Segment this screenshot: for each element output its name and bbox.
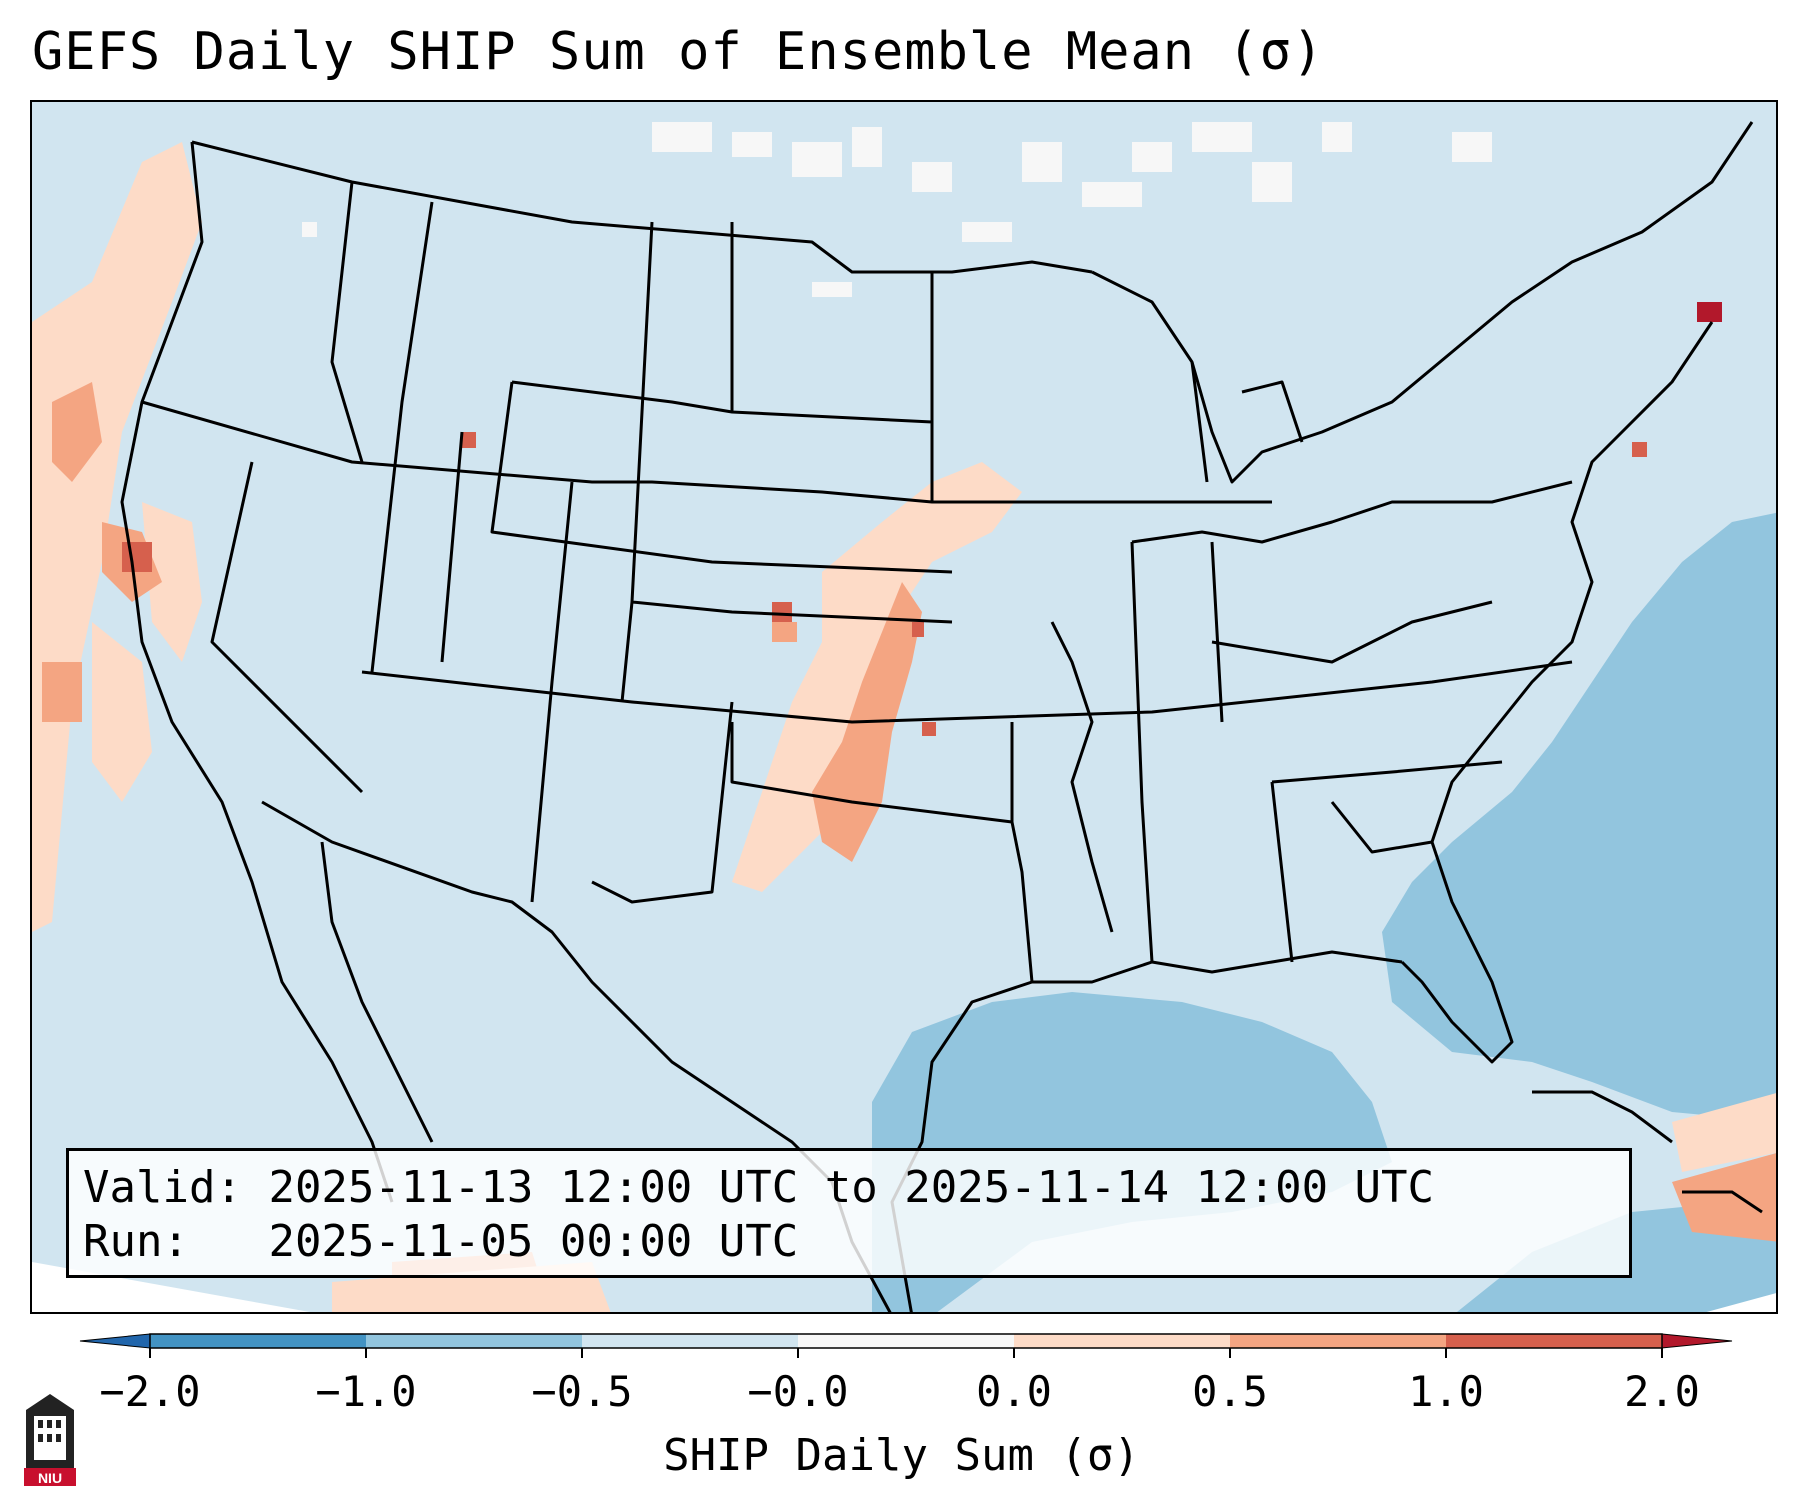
valid-label: Valid: <box>83 1162 242 1213</box>
info-box: Valid: 2025-11-13 12:00 UTC to 2025-11-1… <box>66 1148 1632 1278</box>
strong-anomaly-sf <box>122 542 152 572</box>
colorbar-tick-label: 2.0 <box>1624 1367 1700 1416</box>
colorbar-segment <box>1446 1334 1662 1348</box>
colorbar-segment <box>582 1334 798 1348</box>
niu-logo: NIU <box>20 1390 80 1494</box>
niu-logo-icon: NIU <box>24 1394 76 1486</box>
colorbar-border <box>149 1333 1663 1349</box>
colorbar: −2.0 −1.0 −0.5 −0.0 0.0 0.5 1.0 2.0 <box>72 1320 1752 1434</box>
colorbar-tick-label: 0.0 <box>976 1367 1052 1416</box>
colorbar-segment <box>1230 1334 1446 1348</box>
positive-anomaly-pacific <box>32 142 202 932</box>
run-label: Run: <box>83 1216 189 1267</box>
logo-text: NIU <box>38 1470 62 1486</box>
coastlines-and-borders <box>120 121 1754 1312</box>
map-panel[interactable] <box>30 100 1778 1314</box>
colorbar-tick-label: −1.0 <box>315 1367 416 1416</box>
colorbar-segment <box>366 1334 582 1348</box>
map-canvas <box>32 121 1776 1312</box>
positive-anomaly-central <box>732 462 1022 892</box>
colorbar-over-extend <box>1661 1333 1733 1349</box>
run-value: 2025-11-05 00:00 UTC <box>268 1216 799 1267</box>
caribbean-islands <box>1532 1090 1763 1214</box>
colorbar-tick-label: −2.0 <box>99 1367 200 1416</box>
colorbar-segment <box>150 1334 366 1348</box>
colorbar-tick-label: −0.0 <box>747 1367 848 1416</box>
colorbar-svg: −2.0 −1.0 −0.5 −0.0 0.0 0.5 1.0 2.0 <box>79 1333 1733 1416</box>
colorbar-segment <box>798 1334 1014 1348</box>
page-title: GEFS Daily SHIP Sum of Ensemble Mean (σ) <box>32 22 1325 82</box>
strong-anomaly-central <box>462 432 936 736</box>
strong-anomaly-maine <box>1697 302 1722 322</box>
colorbar-tick-label: 1.0 <box>1408 1367 1484 1416</box>
near-zero-patches <box>302 122 1492 297</box>
valid-value: 2025-11-13 12:00 UTC to 2025-11-14 12:00… <box>268 1162 1435 1213</box>
colorbar-label: SHIP Daily Sum (σ) <box>663 1430 1140 1481</box>
colorbar-tick-label: 0.5 <box>1192 1367 1268 1416</box>
atlantic-low-region <box>1382 512 1776 1122</box>
colorbar-segment <box>1014 1334 1230 1348</box>
colorbar-under-extend <box>79 1333 151 1349</box>
colorbar-tick-label: −0.5 <box>531 1367 632 1416</box>
